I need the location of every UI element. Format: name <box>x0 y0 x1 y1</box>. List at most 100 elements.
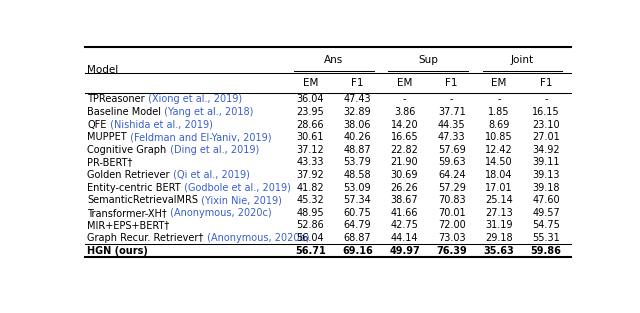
Text: 69.16: 69.16 <box>342 246 372 256</box>
Text: -: - <box>450 94 454 104</box>
Text: 8.69: 8.69 <box>488 120 509 130</box>
Text: Graph Recur. Retriever†: Graph Recur. Retriever† <box>88 233 204 243</box>
Text: EM: EM <box>491 78 506 88</box>
Text: 10.85: 10.85 <box>485 132 513 142</box>
Text: 32.89: 32.89 <box>344 107 371 117</box>
Text: 34.92: 34.92 <box>532 145 560 155</box>
Text: 1.85: 1.85 <box>488 107 509 117</box>
Text: (Anonymous, 2020c): (Anonymous, 2020c) <box>167 208 272 218</box>
Text: (Ding et al., 2019): (Ding et al., 2019) <box>166 145 259 155</box>
Text: 48.58: 48.58 <box>344 170 371 180</box>
Text: 59.86: 59.86 <box>531 246 561 256</box>
Text: 3.86: 3.86 <box>394 107 415 117</box>
Text: 53.79: 53.79 <box>344 157 371 167</box>
Text: 21.90: 21.90 <box>391 157 419 167</box>
Text: (Anonymous, 2020b): (Anonymous, 2020b) <box>204 233 309 243</box>
Text: -: - <box>544 94 548 104</box>
Text: 31.19: 31.19 <box>485 220 513 230</box>
Text: 49.57: 49.57 <box>532 208 560 218</box>
Text: 25.14: 25.14 <box>485 195 513 205</box>
Text: 41.66: 41.66 <box>391 208 419 218</box>
Text: QFE: QFE <box>88 120 107 130</box>
Text: 37.71: 37.71 <box>438 107 465 117</box>
Text: EM: EM <box>303 78 318 88</box>
Text: Joint: Joint <box>511 55 534 65</box>
Text: 70.83: 70.83 <box>438 195 465 205</box>
Text: 55.31: 55.31 <box>532 233 560 243</box>
Text: 54.75: 54.75 <box>532 220 560 230</box>
Text: TPReasoner: TPReasoner <box>88 94 145 104</box>
Text: 57.69: 57.69 <box>438 145 465 155</box>
Text: Baseline Model: Baseline Model <box>88 107 161 117</box>
Text: Transformer-XH†: Transformer-XH† <box>88 208 167 218</box>
Text: HGN (ours): HGN (ours) <box>88 246 148 256</box>
Text: 47.33: 47.33 <box>438 132 465 142</box>
Text: 64.24: 64.24 <box>438 170 465 180</box>
Text: 14.20: 14.20 <box>391 120 419 130</box>
Text: 49.97: 49.97 <box>389 246 420 256</box>
Text: 48.95: 48.95 <box>296 208 324 218</box>
Text: 35.63: 35.63 <box>483 246 514 256</box>
Text: 16.15: 16.15 <box>532 107 560 117</box>
Text: (Yang et al., 2018): (Yang et al., 2018) <box>161 107 254 117</box>
Text: SemanticRetrievalMRS: SemanticRetrievalMRS <box>88 195 198 205</box>
Text: (Godbole et al., 2019): (Godbole et al., 2019) <box>181 182 291 192</box>
Text: (Nishida et al., 2019): (Nishida et al., 2019) <box>107 120 212 130</box>
Text: 23.95: 23.95 <box>296 107 324 117</box>
Text: 53.09: 53.09 <box>344 182 371 192</box>
Text: 39.13: 39.13 <box>532 170 560 180</box>
Text: (Feldman and El-Yaniv, 2019): (Feldman and El-Yaniv, 2019) <box>127 132 271 142</box>
Text: 38.06: 38.06 <box>344 120 371 130</box>
Text: 38.67: 38.67 <box>391 195 419 205</box>
Text: -: - <box>497 94 500 104</box>
Text: (Qi et al., 2019): (Qi et al., 2019) <box>170 170 250 180</box>
Text: 41.82: 41.82 <box>296 182 324 192</box>
Text: 28.66: 28.66 <box>296 120 324 130</box>
Text: Ans: Ans <box>324 55 344 65</box>
Text: 40.26: 40.26 <box>344 132 371 142</box>
Text: F1: F1 <box>540 78 552 88</box>
Text: 60.75: 60.75 <box>344 208 371 218</box>
Text: 68.87: 68.87 <box>344 233 371 243</box>
Text: 17.01: 17.01 <box>485 182 513 192</box>
Text: 37.92: 37.92 <box>296 170 324 180</box>
Text: 36.04: 36.04 <box>296 94 324 104</box>
Text: 42.75: 42.75 <box>390 220 419 230</box>
Text: 44.14: 44.14 <box>391 233 419 243</box>
Text: MUPPET: MUPPET <box>88 132 127 142</box>
Text: 30.61: 30.61 <box>296 132 324 142</box>
Text: 72.00: 72.00 <box>438 220 465 230</box>
Text: 57.29: 57.29 <box>438 182 466 192</box>
Text: 39.18: 39.18 <box>532 182 560 192</box>
Text: (Xiong et al., 2019): (Xiong et al., 2019) <box>145 94 242 104</box>
Text: 59.63: 59.63 <box>438 157 465 167</box>
Text: 14.50: 14.50 <box>485 157 513 167</box>
Text: 52.86: 52.86 <box>296 220 324 230</box>
Text: -: - <box>403 94 406 104</box>
Text: F1: F1 <box>351 78 364 88</box>
Text: Cognitive Graph: Cognitive Graph <box>88 145 166 155</box>
Text: 64.79: 64.79 <box>344 220 371 230</box>
Text: 39.11: 39.11 <box>532 157 560 167</box>
Text: F1: F1 <box>445 78 458 88</box>
Text: EM: EM <box>397 78 412 88</box>
Text: 57.34: 57.34 <box>344 195 371 205</box>
Text: 29.18: 29.18 <box>485 233 513 243</box>
Text: 27.01: 27.01 <box>532 132 560 142</box>
Text: 70.01: 70.01 <box>438 208 465 218</box>
Text: Golden Retriever: Golden Retriever <box>88 170 170 180</box>
Text: 26.26: 26.26 <box>390 182 419 192</box>
Text: 73.03: 73.03 <box>438 233 465 243</box>
Text: 56.71: 56.71 <box>295 246 326 256</box>
Text: MIR+EPS+BERT†: MIR+EPS+BERT† <box>88 220 170 230</box>
Text: 47.60: 47.60 <box>532 195 560 205</box>
Text: 30.69: 30.69 <box>391 170 419 180</box>
Text: 18.04: 18.04 <box>485 170 513 180</box>
Text: 56.04: 56.04 <box>296 233 324 243</box>
Text: 43.33: 43.33 <box>296 157 324 167</box>
Text: 76.39: 76.39 <box>436 246 467 256</box>
Text: 47.43: 47.43 <box>344 94 371 104</box>
Text: (Yixin Nie, 2019): (Yixin Nie, 2019) <box>198 195 282 205</box>
Text: 23.10: 23.10 <box>532 120 560 130</box>
Text: 12.42: 12.42 <box>485 145 513 155</box>
